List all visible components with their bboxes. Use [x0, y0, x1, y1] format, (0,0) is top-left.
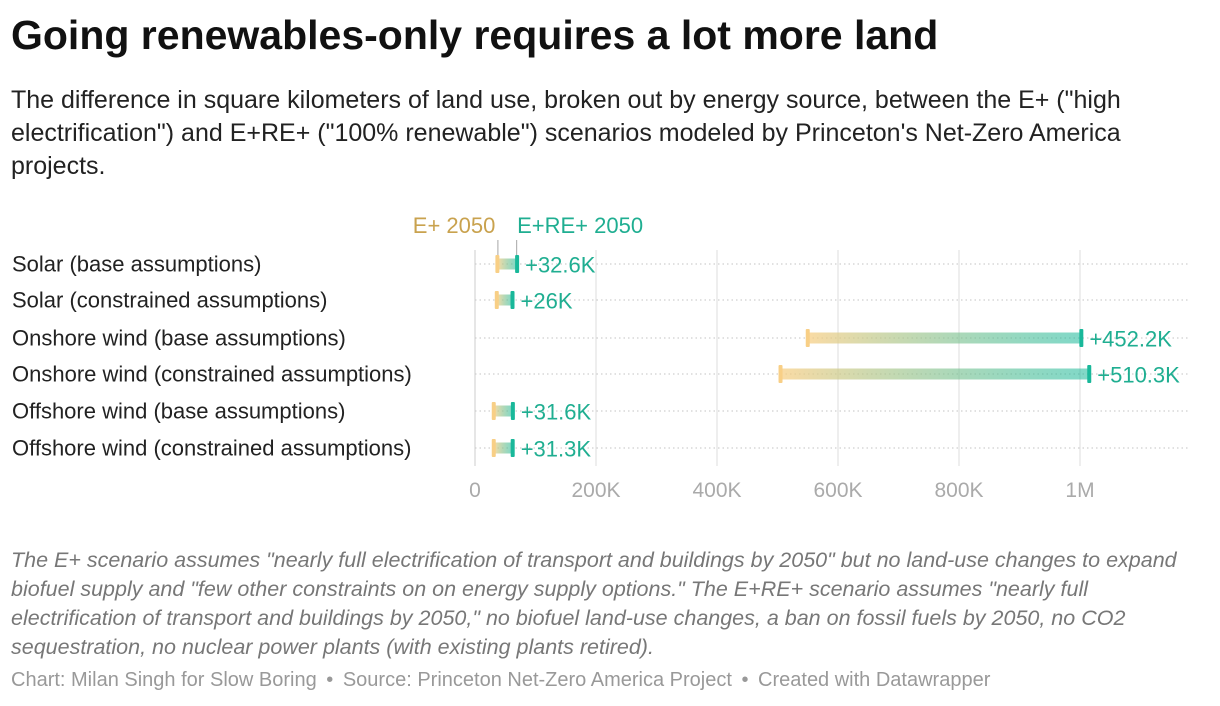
eplus-marker — [494, 291, 499, 309]
value-label: +32.6K — [525, 253, 596, 278]
chart-source: Source: Princeton Net-Zero America Proje… — [342, 669, 732, 691]
ereplus-marker — [510, 439, 515, 457]
range-bar — [807, 332, 1082, 344]
created-with: Created with Datawrapper — [758, 669, 991, 691]
eplus-marker — [491, 402, 496, 420]
value-label: +31.3K — [521, 437, 592, 462]
range-chart: 0 200K 400K 600K 800K 1M E+ 2050 E+RE+ 2050 So… — [12, 213, 1188, 500]
range-bar — [497, 258, 518, 270]
category-label: Offshore wind (base assumptions) — [12, 399, 345, 424]
eplus-marker — [491, 439, 496, 457]
chart-title: Going renewables-only requires a lot mor… — [11, 12, 939, 58]
chart-credit: Chart: Milan Singh for Slow Boring — [11, 669, 317, 691]
value-label: +31.6K — [521, 400, 592, 425]
value-label: +452.2K — [1089, 327, 1172, 352]
legend-eplus-label: E+ 2050 — [413, 213, 496, 238]
ereplus-marker — [510, 402, 515, 420]
value-label: +26K — [521, 289, 573, 314]
range-bar — [780, 368, 1090, 380]
chart-subtitle: The difference in square kilometers of l… — [11, 86, 1121, 180]
range-bar — [493, 405, 513, 417]
category-label: Solar (constrained assumptions) — [12, 288, 327, 313]
eplus-marker — [778, 365, 783, 383]
eplus-marker — [805, 329, 810, 347]
x-tick-label: 0 — [469, 479, 481, 500]
ereplus-marker — [1087, 365, 1092, 383]
category-label: Solar (base assumptions) — [12, 252, 261, 277]
category-label: Onshore wind (constrained assumptions) — [12, 362, 412, 387]
ereplus-marker — [515, 255, 520, 273]
chart-footer: Chart: Milan Singh for Slow Boring • Sou… — [11, 667, 1211, 693]
x-tick-label: 800K — [934, 479, 983, 500]
category-label: Onshore wind (base assumptions) — [12, 326, 346, 351]
x-tick-label: 600K — [813, 479, 862, 500]
footer-separator: • — [326, 669, 334, 691]
eplus-marker — [495, 255, 500, 273]
value-label: +510.3K — [1097, 363, 1180, 388]
chart-notes: The E+ scenario assumes "nearly full ele… — [11, 548, 1177, 659]
x-tick-label: 200K — [571, 479, 620, 500]
footer-separator: • — [741, 669, 749, 691]
category-label: Offshore wind (constrained assumptions) — [12, 436, 411, 461]
ereplus-marker — [1079, 329, 1084, 347]
ereplus-marker — [510, 291, 515, 309]
legend-ereplus-label: E+RE+ 2050 — [517, 213, 643, 238]
x-tick-label: 1M — [1065, 479, 1094, 500]
range-bar — [493, 442, 513, 454]
range-bar — [496, 294, 513, 306]
x-tick-label: 400K — [692, 479, 741, 500]
